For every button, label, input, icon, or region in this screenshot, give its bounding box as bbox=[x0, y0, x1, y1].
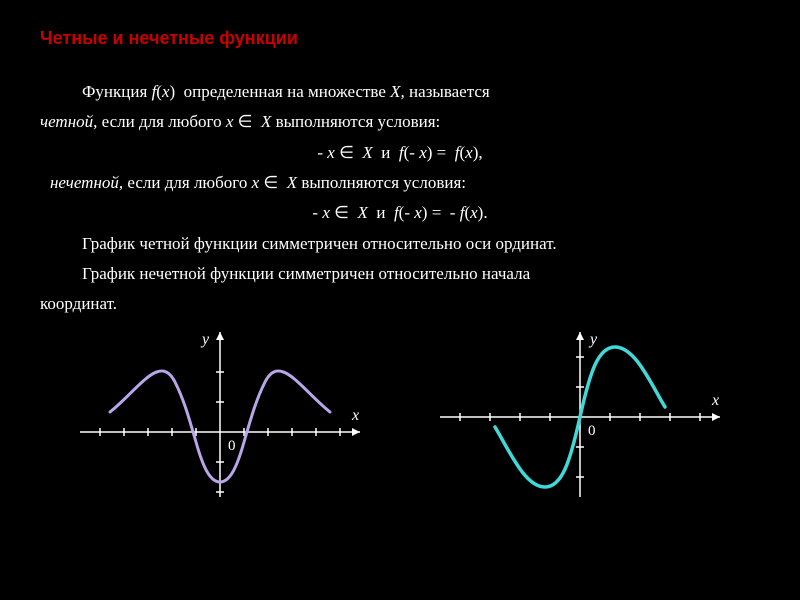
text-span: - x ∈ X и f(- x) = - f(x). bbox=[312, 203, 487, 222]
equation-even: - x ∈ X и f(- x) = f(x), bbox=[40, 140, 760, 166]
svg-text:0: 0 bbox=[588, 423, 596, 439]
text-span: четной, bbox=[40, 112, 97, 131]
paragraph-intro: Функция f(x) определенная на множестве X… bbox=[40, 79, 760, 105]
even-chart-svg: y x 0 bbox=[70, 322, 370, 502]
odd-chart-svg: y x 0 bbox=[430, 322, 730, 502]
charts-row: y x 0 y x 0 bbox=[40, 322, 760, 502]
text-span: - x ∈ X и f(- x) = f(x), bbox=[317, 143, 482, 162]
paragraph-graph-odd-1: График нечетной функции симметричен отно… bbox=[40, 261, 760, 287]
svg-text:y: y bbox=[588, 331, 598, 348]
text-span: координат. bbox=[40, 294, 117, 313]
svg-text:x: x bbox=[351, 407, 359, 424]
text-span: если для любого x ∈ X выполняются услови… bbox=[102, 112, 441, 131]
even-function-chart: y x 0 bbox=[70, 322, 370, 502]
svg-text:y: y bbox=[200, 331, 210, 348]
text-span: Функция f(x) определенная на множестве X… bbox=[82, 82, 490, 101]
odd-function-chart: y x 0 bbox=[430, 322, 730, 502]
paragraph-graph-even: График четной функции симметричен относи… bbox=[40, 231, 760, 257]
equation-odd: - x ∈ X и f(- x) = - f(x). bbox=[40, 200, 760, 226]
text-span: нечетной, bbox=[50, 173, 123, 192]
svg-text:0: 0 bbox=[228, 438, 236, 454]
paragraph-graph-odd-2: координат. bbox=[40, 291, 760, 317]
svg-text:x: x bbox=[711, 392, 719, 409]
paragraph-odd: нечетной, если для любого x ∈ X выполняю… bbox=[40, 170, 760, 196]
text-span: если для любого x ∈ X выполняются услови… bbox=[127, 173, 466, 192]
slide-title: Четные и нечетные функции bbox=[40, 28, 760, 49]
paragraph-even: четной, если для любого x ∈ X выполняютс… bbox=[40, 109, 760, 135]
text-span: График нечетной функции симметричен отно… bbox=[82, 264, 530, 283]
